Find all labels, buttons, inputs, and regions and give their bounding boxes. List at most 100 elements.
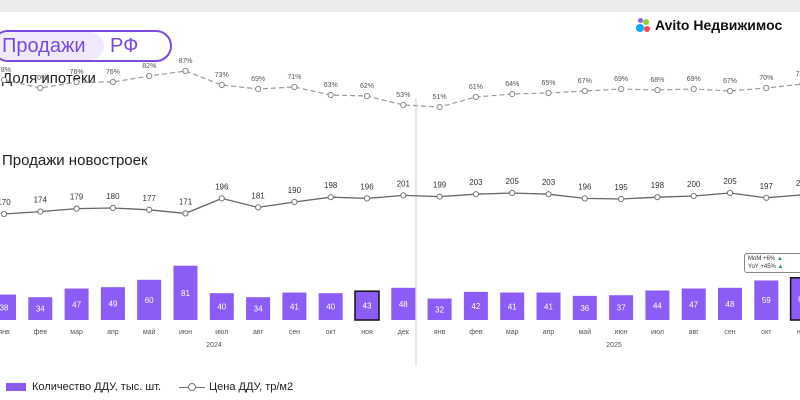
price-point: [618, 195, 625, 203]
dot-2: [643, 19, 649, 25]
price-label: 199: [433, 181, 447, 190]
price-label: 202: [796, 179, 800, 188]
mortgage-point: [73, 78, 80, 86]
bar-value-label: 37: [617, 304, 626, 313]
up-arrow-icon: ▲: [776, 256, 783, 262]
legend-line-label: Цена ДДУ, тр/м2: [209, 381, 294, 393]
dot-3: [644, 26, 650, 32]
top-bar: [0, 0, 800, 12]
pill-left: Продажи: [0, 32, 104, 60]
price-point: [436, 193, 443, 200]
x-tick-label: ноя: [797, 329, 800, 336]
price-point: [509, 189, 516, 197]
price-point: [690, 192, 697, 200]
mortgage-label: 69%: [687, 76, 701, 83]
price-label: 174: [34, 196, 48, 205]
ddu-count-bar: [645, 290, 670, 320]
price-label: 205: [723, 177, 737, 186]
sales-title: Продажи новостроек: [2, 152, 148, 169]
x-tick-label: мар: [506, 329, 519, 336]
ddu-count-bar: [0, 294, 16, 320]
ddu-count-bar: [754, 280, 779, 320]
x-tick-label: авг: [689, 329, 700, 336]
mortgage-point: [146, 72, 153, 80]
price-label: 201: [397, 179, 411, 188]
mortgage-label: 76%: [106, 69, 120, 76]
mortgage-label: 67%: [578, 78, 592, 85]
ddu-count-bar: [572, 295, 597, 320]
x-tick-label: сен: [289, 329, 300, 336]
price-point: [255, 204, 262, 211]
price-label: 181: [251, 191, 265, 200]
price-label: 179: [70, 193, 84, 202]
ddu-count-bar: [246, 297, 271, 320]
mortgage-label: 65%: [541, 80, 555, 87]
bar-value-label: 41: [544, 302, 553, 311]
price-label: 198: [324, 181, 338, 190]
legend-bar-swatch: [6, 383, 26, 391]
mortgage-label: 74%: [796, 71, 800, 78]
price-point: [37, 208, 44, 215]
bar-value-label: 60: [145, 296, 154, 305]
mortgage-share-line: [3, 70, 800, 108]
x-tick-label: фев: [469, 329, 483, 336]
x-tick-label: апр: [107, 329, 119, 336]
mortgage-label: 63%: [324, 82, 338, 89]
price-label: 196: [578, 182, 592, 191]
dot-1: [636, 24, 644, 32]
avito-logo: Avito Недвижимос: [636, 17, 782, 33]
x-tick-label: янв: [434, 329, 446, 336]
bar-value-label: 49: [108, 300, 117, 309]
up-arrow-icon: ▲: [777, 264, 784, 270]
mortgage-label: 51%: [433, 94, 447, 101]
ddu-count-bar: [536, 292, 561, 320]
price-label: 203: [469, 178, 483, 187]
mortgage-point: [436, 103, 443, 111]
price-point: [0, 210, 8, 218]
price-label: 177: [143, 194, 157, 203]
mortgage-label: 82%: [142, 63, 156, 70]
year-label-2025: 2025: [606, 342, 622, 349]
x-tick-label: апр: [543, 329, 555, 336]
mortgage-point: [291, 83, 298, 91]
price-point: [472, 191, 479, 198]
mortgage-point: [0, 76, 8, 84]
mortgage-label: 67%: [723, 78, 737, 85]
mortgage-label: 69%: [614, 76, 628, 83]
price-point: [654, 194, 661, 201]
mortgage-point: [182, 67, 189, 75]
price-label: 197: [760, 182, 774, 191]
mortgage-label: 53%: [396, 92, 410, 99]
mortgage-point: [509, 90, 516, 98]
x-tick-label: июл: [215, 329, 228, 336]
ddu-count-bar: [681, 288, 706, 320]
year-label-2024: 2024: [206, 342, 222, 349]
mortgage-point: [690, 85, 697, 93]
bar-value-label: 38: [0, 303, 9, 312]
bar-value-label: 42: [471, 302, 480, 311]
legend-bar-label: Количество ДДУ, тыс. шт.: [32, 381, 162, 393]
x-tick-label: мар: [70, 329, 83, 336]
price-label: 200: [687, 180, 701, 189]
price-point: [182, 210, 189, 217]
price-point: [327, 194, 334, 201]
price-label: 171: [179, 197, 193, 206]
mortgage-point: [472, 93, 479, 101]
price-label: 196: [360, 182, 374, 191]
bar-value-label: 47: [72, 300, 81, 309]
price-point: [73, 205, 80, 212]
bar-value-label: 40: [217, 303, 226, 312]
ddu-count-bar: [137, 279, 162, 320]
bar-value-label: 43: [363, 302, 372, 311]
price-point: [291, 198, 298, 206]
price-point: [146, 206, 153, 213]
ddu-count-bar: [282, 292, 307, 320]
mortgage-label: 69%: [251, 76, 265, 83]
price-label: 198: [651, 181, 665, 190]
x-tick-label: сен: [724, 329, 735, 336]
ddu-count-bar: [789, 277, 800, 321]
mortgage-point: [363, 92, 371, 100]
price-point: [218, 195, 225, 202]
ddu-count-bar: [609, 295, 634, 320]
